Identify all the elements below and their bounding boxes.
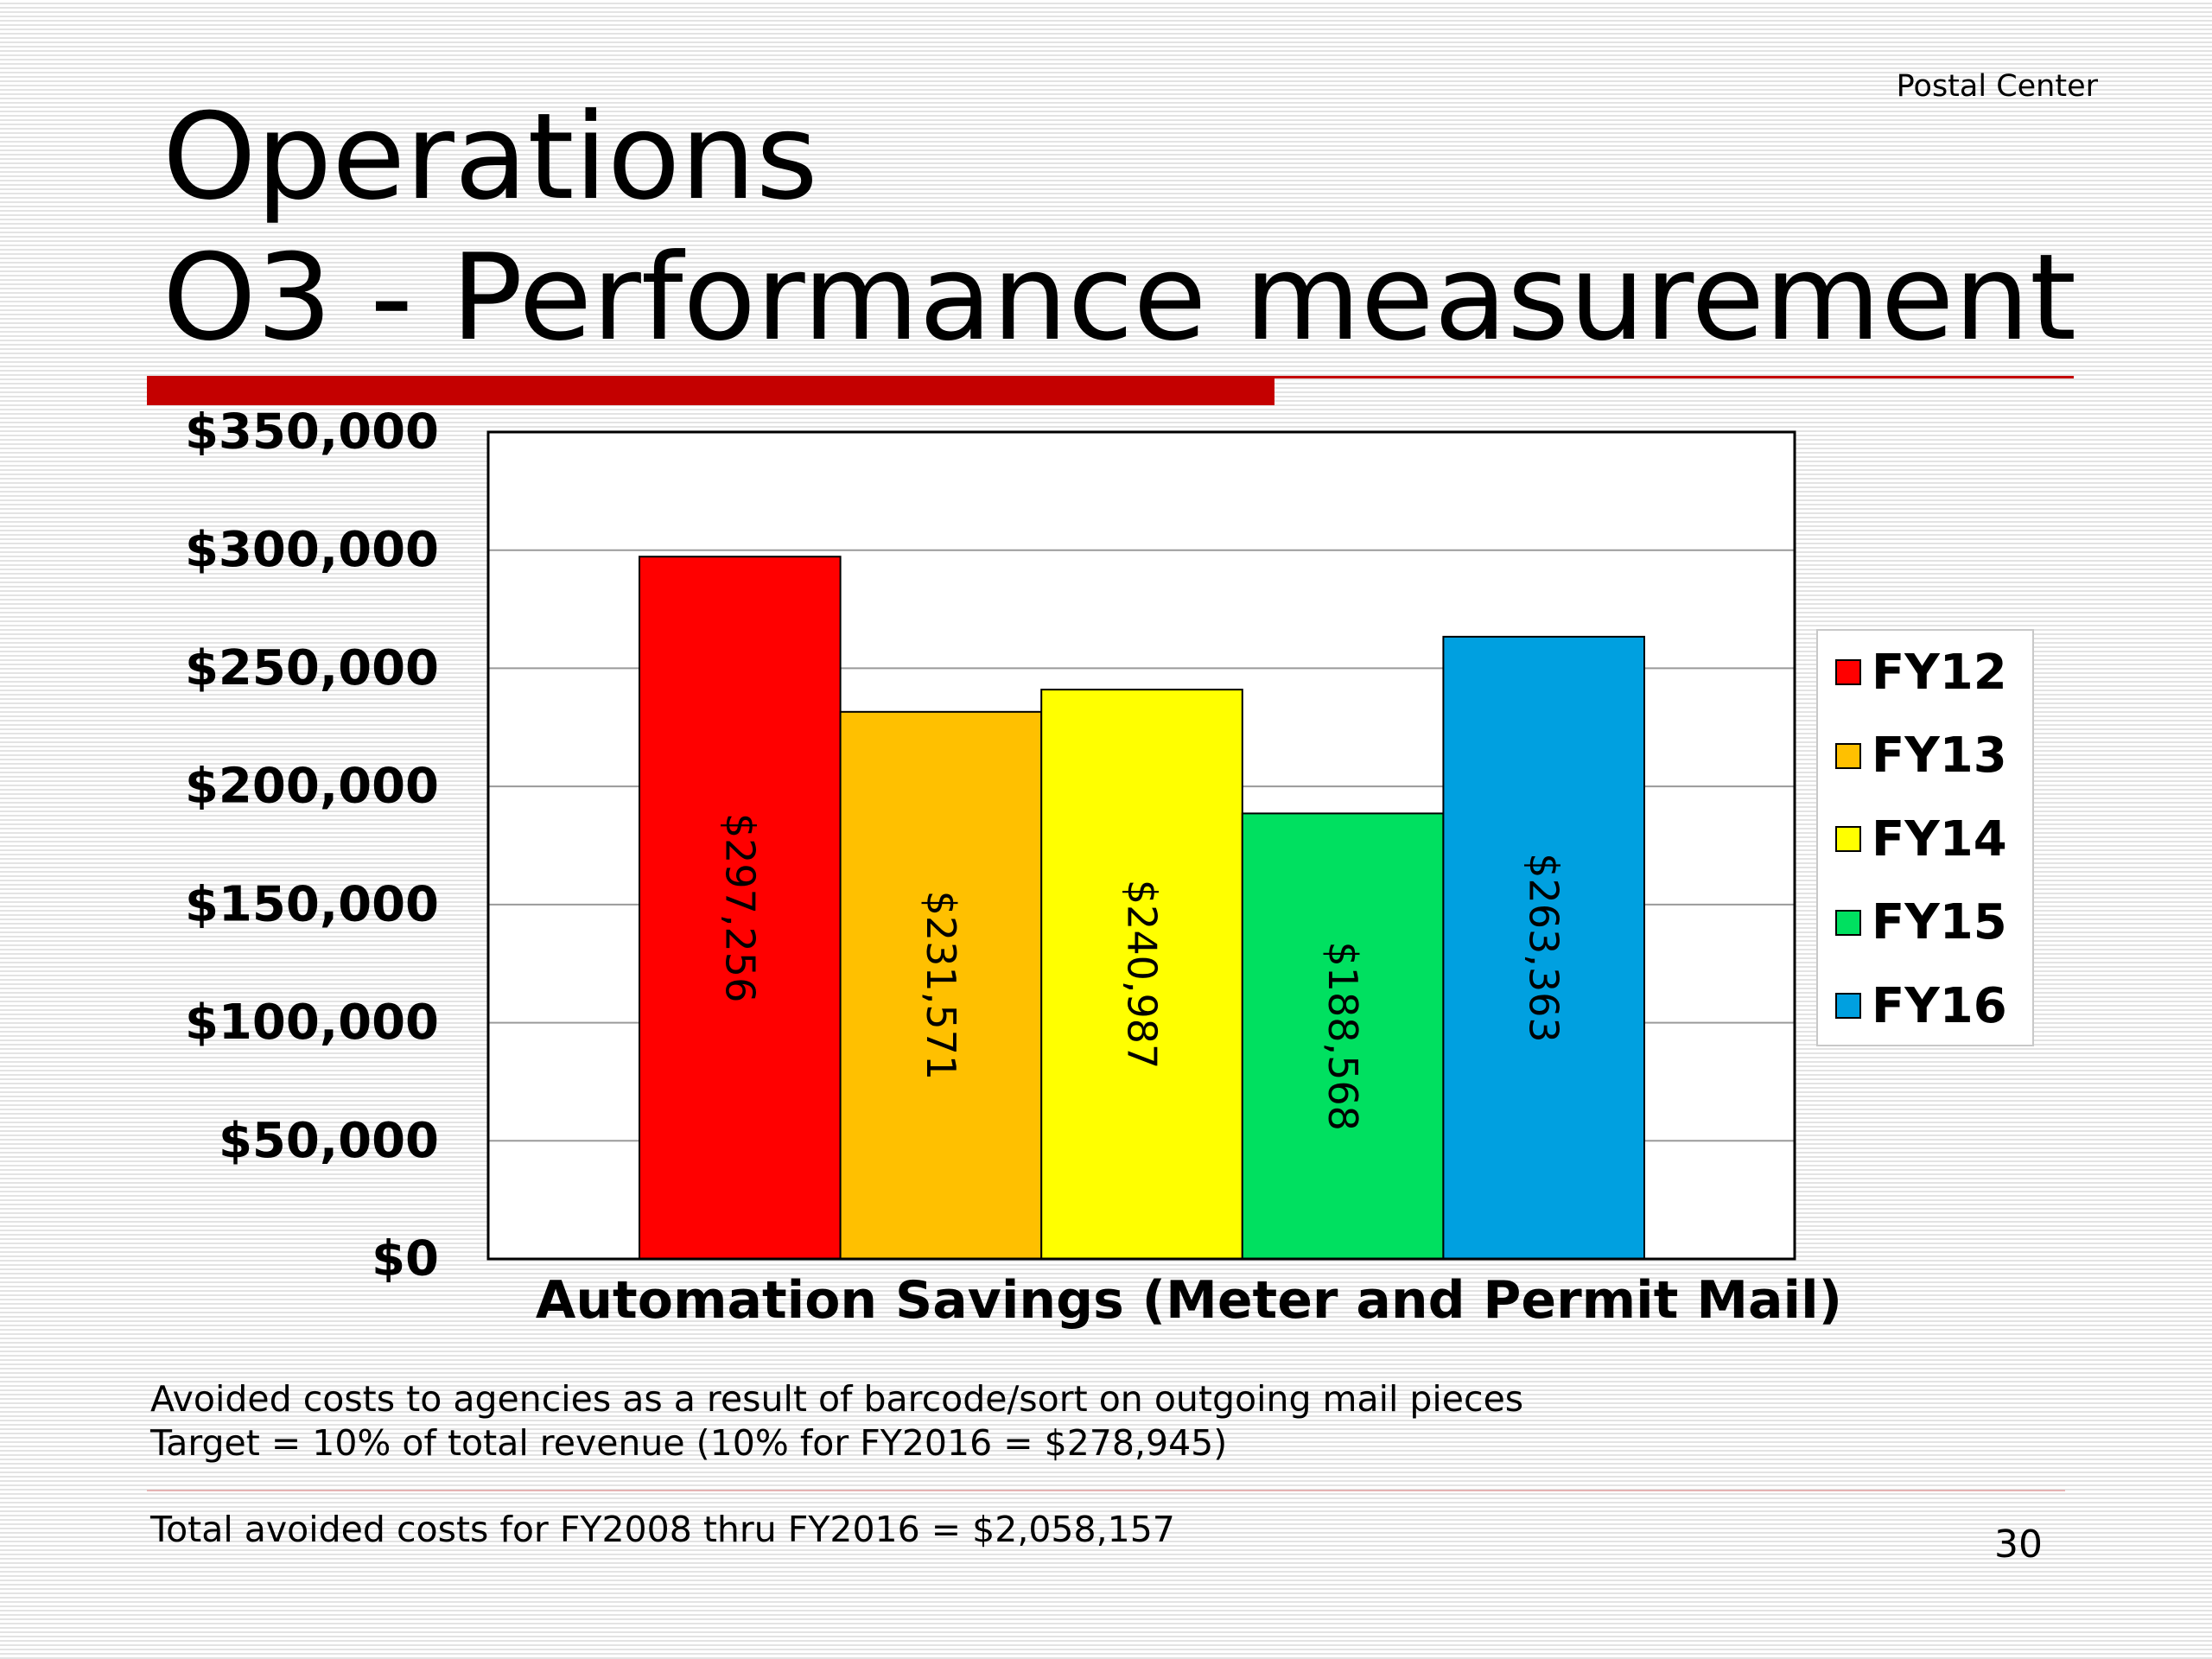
legend-label: FY13 xyxy=(1872,728,2007,784)
legend-label: FY12 xyxy=(1872,644,2007,701)
data-label-fy12: $297,256 xyxy=(716,813,763,1003)
y-tick-label: $250,000 xyxy=(185,640,439,696)
bar-fy13 xyxy=(839,710,1043,1260)
legend-swatch xyxy=(1835,659,1861,685)
legend-item-fy14: FY14 xyxy=(1835,810,2007,868)
legend-item-fy13: FY13 xyxy=(1835,728,2007,784)
legend-item-fy15: FY15 xyxy=(1835,894,2007,950)
legend-label: FY15 xyxy=(1872,894,2007,950)
y-tick-label: $100,000 xyxy=(185,995,439,1051)
note-line-2: Target = 10% of total revenue (10% for F… xyxy=(150,1422,1228,1464)
footer-total-note: Total avoided costs for FY2008 thru FY20… xyxy=(150,1509,1175,1550)
legend-swatch xyxy=(1835,993,1861,1019)
bar-fy16 xyxy=(1442,635,1646,1260)
data-label-fy16: $263,363 xyxy=(1521,853,1567,1043)
x-axis-label: Automation Savings (Meter and Permit Mai… xyxy=(536,1270,1842,1331)
page-number: 30 xyxy=(1994,1522,2043,1567)
data-label-fy14: $240,987 xyxy=(1119,880,1166,1070)
legend-item-fy16: FY16 xyxy=(1835,977,2007,1034)
slide-title-line1: Operations xyxy=(162,87,818,226)
bar-fy14 xyxy=(1040,689,1243,1260)
legend-label: FY16 xyxy=(1872,977,2007,1034)
y-tick-label: $350,000 xyxy=(185,404,439,461)
notes-block: Avoided costs to agencies as a result of… xyxy=(150,1377,1523,1465)
data-label-fy13: $231,571 xyxy=(918,891,964,1081)
header-org-label: Postal Center xyxy=(1896,69,2098,104)
title-rule-thin xyxy=(147,376,2074,378)
title-rule-thick xyxy=(147,378,1274,405)
slide-title: Operations O3 - Performance measurement xyxy=(162,86,2076,368)
legend-swatch xyxy=(1835,826,1861,852)
bar-fy12 xyxy=(639,556,842,1260)
legend-swatch xyxy=(1835,742,1861,769)
legend-label: FY14 xyxy=(1872,810,2007,868)
plot-border xyxy=(486,430,1796,1261)
y-tick-label: $50,000 xyxy=(219,1113,439,1169)
y-tick-label: $300,000 xyxy=(185,522,439,578)
bottom-divider xyxy=(147,1490,2065,1491)
data-label-fy15: $188,568 xyxy=(1319,941,1366,1131)
y-tick-label: $0 xyxy=(372,1231,439,1287)
bar-chart: $297,256 $231,571 $240,987 $188,568 $263,363… xyxy=(185,404,1842,1332)
legend-swatch xyxy=(1835,909,1861,936)
chart-legend: FY12 FY13 FY14 FY15 FY16 xyxy=(1816,629,2034,1046)
legend-item-fy12: FY12 xyxy=(1835,644,2007,701)
slide-title-line2: O3 - Performance measurement xyxy=(162,228,2077,367)
y-tick-label: $150,000 xyxy=(185,876,439,932)
note-line-1: Avoided costs to agencies as a result of… xyxy=(150,1378,1524,1420)
y-tick-label: $200,000 xyxy=(185,759,439,815)
